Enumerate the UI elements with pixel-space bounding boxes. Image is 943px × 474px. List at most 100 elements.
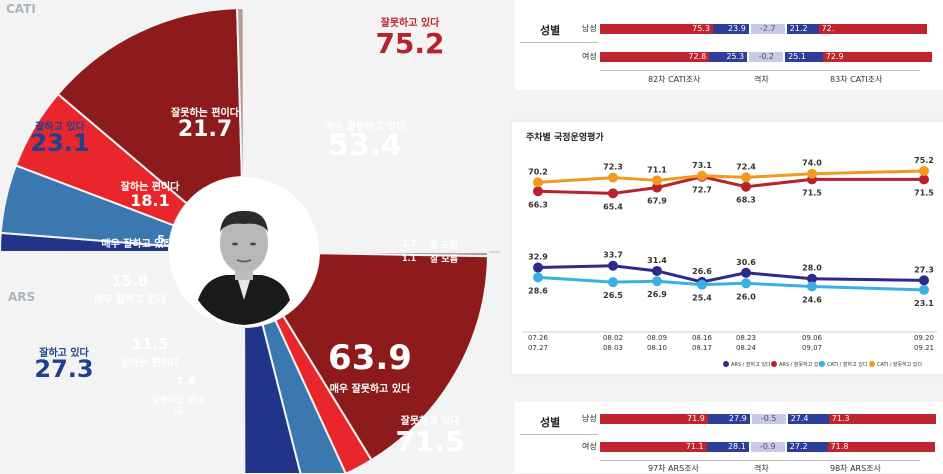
gender-top-footer-line xyxy=(600,70,920,71)
data-label: 72.3 xyxy=(603,163,623,172)
data-label: 27.3 xyxy=(914,265,934,274)
ars-unknown-label: 잘 모름 xyxy=(430,255,458,265)
x-tick-label: 08.24 xyxy=(736,344,757,352)
gender-bottom-footer-line xyxy=(600,460,920,461)
ars-seg-right-some: 11.5 xyxy=(131,335,169,353)
legend-label: ARS / 잘못하고 있다 xyxy=(779,361,824,368)
gap-value: -0.5 xyxy=(751,414,786,424)
x-tick-label: 09.21 xyxy=(914,344,934,352)
data-point xyxy=(608,188,618,199)
ars-seg-wrong-very: 63.9 xyxy=(328,338,412,378)
cati-unknown: 1.7 xyxy=(402,239,417,248)
gender-label: 여성 xyxy=(582,52,597,61)
x-tick-label: 09.06 xyxy=(802,334,823,342)
legend-swatch xyxy=(869,361,875,367)
data-label: 66.3 xyxy=(528,200,548,209)
x-tick-label: 07.26 xyxy=(528,334,549,342)
data-label: 26.0 xyxy=(736,292,756,301)
data-label: 65.4 xyxy=(603,202,623,211)
legend-label: ARS / 잘하고 있다 xyxy=(731,361,771,368)
right-red-seg: 71.8 xyxy=(827,442,936,452)
data-point xyxy=(652,182,662,193)
left-red-seg: 71.9 xyxy=(600,414,708,424)
cati-seg-wrong-very-label: 매우 잘못하고 있다 xyxy=(324,122,406,133)
ars-seg-wrong-some-label: 잘못하는 편이다 xyxy=(151,396,205,417)
gender-top-footer-mid: 격차 xyxy=(754,75,769,84)
data-label: 26.6 xyxy=(692,267,712,276)
x-tick-label: 09.07 xyxy=(802,344,822,352)
data-point xyxy=(697,170,707,181)
gender-bottom-row-male: 남성 71.9 27.9 -0.5 27.4 71.3 xyxy=(560,414,936,424)
gender-top-row-female: 여성 72.8 25.3 -0.2 25.1 72.9 xyxy=(560,52,933,62)
data-point xyxy=(919,275,929,286)
gender-bottom-separator xyxy=(520,434,598,435)
cati-side-label: CATI xyxy=(6,2,36,16)
chart-title: 주차별 국정운영평가 xyxy=(526,133,604,143)
x-tick-label: 09.20 xyxy=(914,334,934,342)
legend-swatch xyxy=(819,361,825,367)
data-point xyxy=(741,181,751,192)
data-label: 26.9 xyxy=(647,290,667,299)
data-label: 30.6 xyxy=(736,258,756,267)
data-point xyxy=(807,281,817,292)
data-label: 74.0 xyxy=(802,159,822,168)
left-red-seg: 71.1 xyxy=(600,442,707,452)
right-blue-seg: 27.4 xyxy=(787,414,829,424)
data-label: 23.1 xyxy=(914,299,934,308)
data-point xyxy=(697,279,707,290)
data-label: 73.1 xyxy=(692,161,712,170)
right-blue-seg: 21.2 xyxy=(786,24,819,34)
president-portrait-icon xyxy=(198,210,290,325)
right-blue-seg: 25.1 xyxy=(785,52,823,62)
x-tick-label: 08.09 xyxy=(647,334,667,342)
line-chart: 32.9 33.7 31.4 26.6 30.6 28.0 27.3 66.3 65.4 67.9… xyxy=(522,156,937,368)
gender-panel-top xyxy=(515,0,943,90)
gender-top-label: 성별 xyxy=(540,24,561,37)
data-point xyxy=(807,168,817,179)
left-red-seg: 75.3 xyxy=(600,24,713,34)
ars-seg-wrong-very-label: 매우 잘못하고 있다 xyxy=(329,384,411,395)
legend-swatch xyxy=(771,361,777,367)
legend-label: CATI / 잘하고 있다 xyxy=(827,361,868,368)
data-label: 33.7 xyxy=(603,251,623,260)
gender-panel-bottom xyxy=(515,402,943,473)
gender-label: 여성 xyxy=(582,442,597,451)
data-label: 68.3 xyxy=(736,196,756,205)
x-tick-label: 08.23 xyxy=(736,334,756,342)
cati-seg-wrong-some-label: 잘못하는 편이다 xyxy=(171,108,239,119)
cati-right-total: 23.1 xyxy=(30,129,90,157)
logo-text: ARS 뉴미엄 xyxy=(806,14,866,27)
data-label: 28.6 xyxy=(528,286,548,295)
gender-top-separator xyxy=(520,42,598,43)
data-label: 67.9 xyxy=(647,197,667,206)
data-point xyxy=(741,278,751,289)
data-label: 32.9 xyxy=(528,253,548,262)
data-point xyxy=(533,272,543,283)
gender-label: 남성 xyxy=(582,24,597,33)
data-label: 31.4 xyxy=(647,256,667,265)
data-point xyxy=(652,276,662,287)
left-red-seg: 72.8 xyxy=(600,52,710,62)
right-blue-seg: 27.2 xyxy=(786,442,828,452)
gender-bottom-footer-right: 98차 ARS조사 xyxy=(830,464,881,473)
legend-label: CATI / 잘못하고 있다 xyxy=(877,361,923,368)
right-red-seg: 72. xyxy=(818,24,927,34)
series-line-0 xyxy=(537,264,925,284)
data-label: 25.4 xyxy=(692,294,712,303)
cati-unknown-label: 잘 모름 xyxy=(430,241,458,251)
ars-wrong-very-arc xyxy=(281,252,489,462)
data-point xyxy=(807,273,817,284)
gender-bottom-row-female: 여성 71.1 28.1 -0.9 27.2 71.8 xyxy=(560,442,936,452)
cati-seg-right-very-label: 매우 잘하고 있다 xyxy=(101,239,173,250)
gender-bottom-label: 성별 xyxy=(540,416,561,429)
data-point xyxy=(608,172,618,183)
data-point xyxy=(652,175,662,186)
data-label: 71.1 xyxy=(647,165,667,174)
data-point xyxy=(533,177,543,188)
ars-right-total-label: 잘하고 있다 xyxy=(39,348,89,359)
data-point xyxy=(919,165,929,176)
gender-bottom-footer-left: 97차 ARS조사 xyxy=(648,464,699,473)
ars-seg-right-very: 15.8 xyxy=(111,272,149,290)
x-tick-label: 08.03 xyxy=(603,344,623,352)
data-label: 28.0 xyxy=(802,264,822,273)
